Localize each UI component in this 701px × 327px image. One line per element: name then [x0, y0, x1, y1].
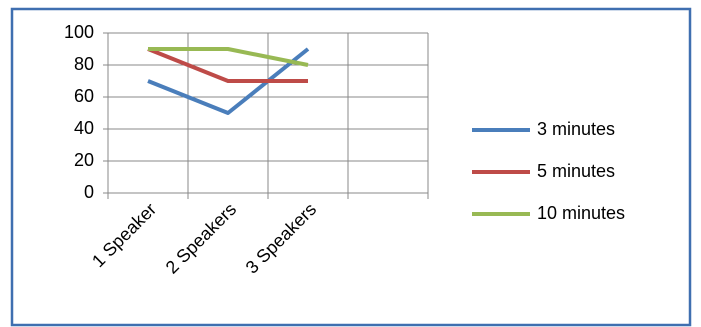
legend-label: 3 minutes: [537, 119, 615, 139]
y-tick-label: 40: [74, 118, 94, 138]
series-line: [147, 47, 308, 83]
y-tick-label: 20: [74, 150, 94, 170]
legend-label: 10 minutes: [537, 203, 625, 223]
series-line: [148, 47, 309, 67]
y-tick-label: 100: [64, 22, 94, 42]
y-tick-label: 60: [74, 86, 94, 106]
y-tick-label: 80: [74, 54, 94, 74]
chart-frame: [10, 7, 692, 327]
y-tick-label: 0: [84, 182, 94, 202]
series-line: [147, 47, 310, 115]
legend-label: 5 minutes: [537, 161, 615, 181]
